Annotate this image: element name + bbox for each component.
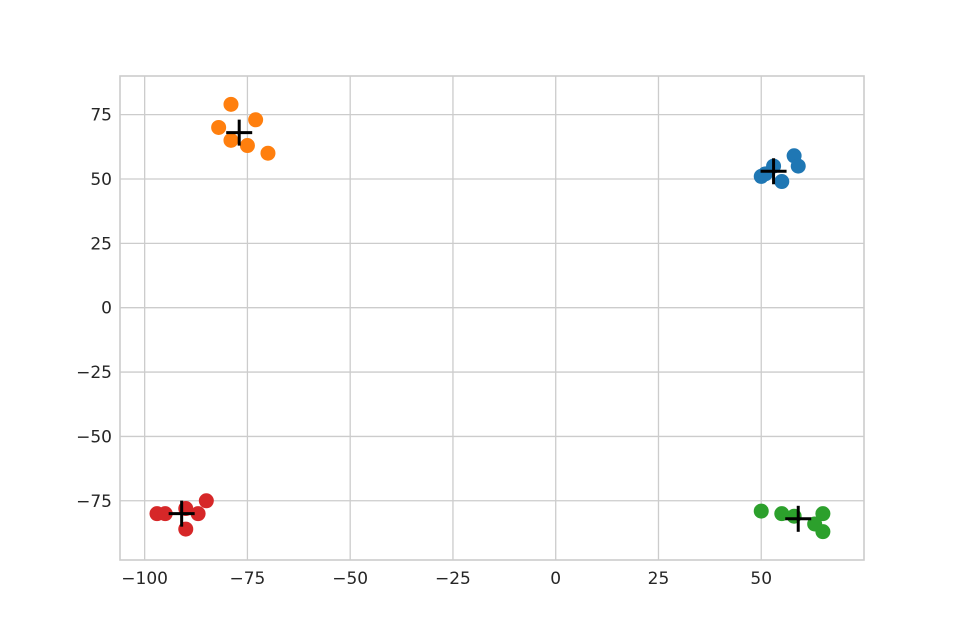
cluster-2-point — [223, 132, 239, 148]
cluster-2-point — [223, 96, 239, 112]
plot-frame — [119, 75, 865, 561]
cluster-1-point — [790, 158, 806, 174]
y-tick-label: −50 — [76, 427, 112, 447]
cluster-4-point — [157, 506, 173, 522]
cluster-2-point — [260, 145, 276, 161]
cluster-4-point — [190, 506, 206, 522]
x-tick-label: −100 — [121, 569, 168, 589]
cluster-3-point — [753, 503, 769, 519]
y-tick-label: 0 — [101, 299, 112, 319]
y-tick-label: −75 — [76, 492, 112, 512]
y-tick-label: 50 — [90, 170, 112, 190]
cluster-4-point — [198, 493, 214, 509]
x-tick-label: 25 — [648, 569, 670, 589]
cluster-3-point — [815, 524, 831, 540]
cluster-2-point — [239, 138, 255, 154]
data-points — [149, 96, 831, 540]
cluster-1-centroid-marker — [760, 158, 787, 185]
y-tick-label: 25 — [90, 234, 112, 254]
centroid-markers — [168, 119, 812, 532]
x-tick-label: 0 — [550, 569, 561, 589]
y-axis-ticks: −75 −50 −25 0 25 50 75 — [76, 106, 112, 512]
cluster-3-centroid-marker — [785, 505, 812, 532]
y-tick-label: −25 — [76, 363, 112, 383]
x-tick-label: −50 — [332, 569, 368, 589]
cluster-2-point — [248, 112, 264, 128]
cluster-2-point — [211, 119, 227, 135]
y-tick-label: 75 — [90, 106, 112, 126]
cluster-2-centroid-marker — [226, 119, 253, 146]
cluster-3-point — [815, 506, 831, 522]
x-tick-label: −75 — [229, 569, 265, 589]
grid-lines — [120, 76, 864, 560]
cluster-1-point — [774, 174, 790, 190]
x-tick-label: 50 — [750, 569, 772, 589]
x-axis-ticks: −100 −75 −50 −25 0 25 50 — [121, 569, 772, 589]
cluster-4-centroid-marker — [168, 500, 195, 527]
x-tick-label: −25 — [435, 569, 471, 589]
